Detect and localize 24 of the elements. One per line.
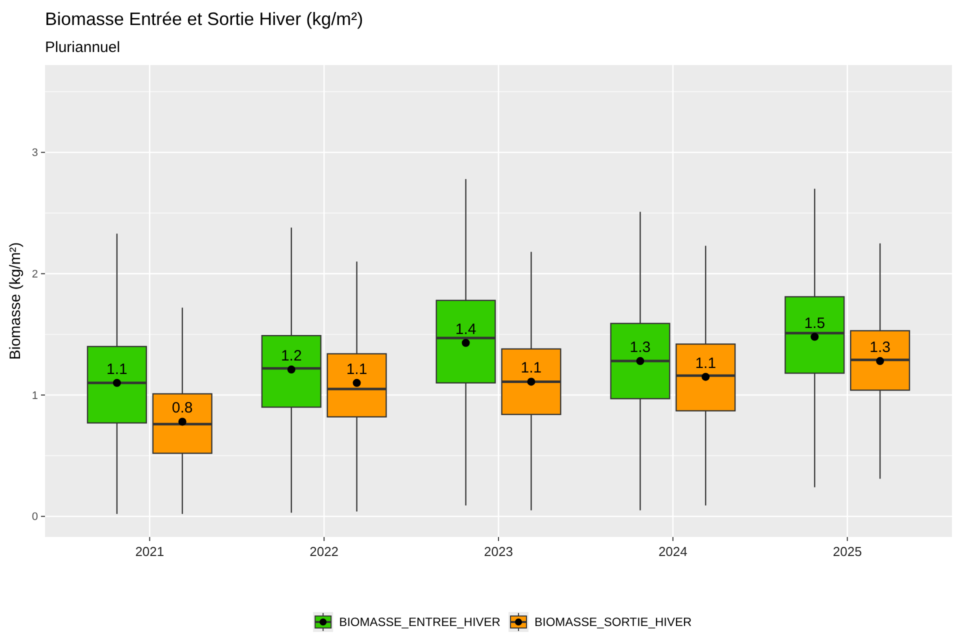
chart-title: Biomasse Entrée et Sortie Hiver (kg/m²) [45,9,364,29]
x-tick-label: 2021 [135,544,164,559]
x-tick-label: 2025 [832,544,862,559]
text: 1.3 [870,339,890,356]
text: 1.2 [280,348,302,365]
text: 1.1 [106,360,128,378]
y-tick-label: 0 [32,511,38,524]
text: 0.8 [172,400,193,417]
text: 1.3 [630,339,651,356]
y-axis-title: Biomasse (kg/m²) [7,242,24,360]
x-tick-label: 2024 [658,544,688,559]
y-tick-label: 3 [32,147,38,160]
text: 1.1 [520,360,542,377]
text: 1.4 [455,320,476,338]
text: 1.5 [804,314,826,332]
y-tick-label: 1 [32,390,38,402]
text: 1.1 [346,360,368,378]
legend-label: BIOMASSE_SORTIE_HIVER [534,615,692,630]
legend-label: BIOMASSE_ENTREE_HIVER [339,615,501,630]
y-tick-label: 2 [32,268,38,281]
text: 1.1 [695,354,716,372]
x-tick-label: 2023 [484,544,513,559]
x-tick-label: 2022 [310,544,339,559]
chart-subtitle: Pluriannuel [45,39,120,56]
